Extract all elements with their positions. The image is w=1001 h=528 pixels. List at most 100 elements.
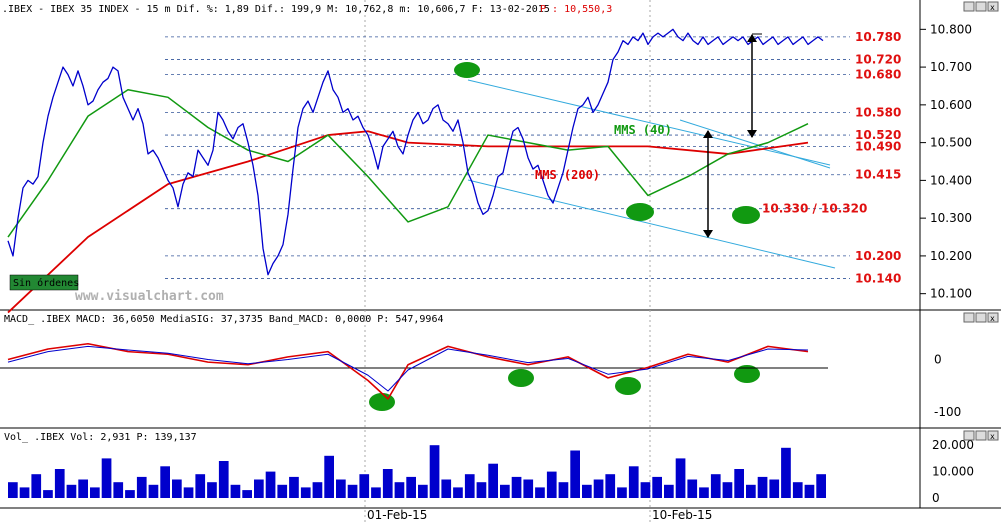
level-label: 10.720	[855, 53, 901, 67]
volume-bar	[675, 458, 686, 498]
minimize-button[interactable]	[963, 312, 975, 323]
volume-bar	[722, 482, 733, 498]
trend-channel	[467, 79, 836, 269]
volume-bar	[300, 487, 311, 498]
channel-upper-line	[467, 79, 831, 166]
volume-bar	[488, 463, 498, 498]
maximize-button[interactable]	[975, 1, 987, 12]
macd-axis-label: -100	[934, 405, 961, 419]
sin-ordenes-label: Sin órdenes	[13, 277, 79, 289]
price-info-header: .IBEX - IBEX 35 INDEX - 15 m Dif. %: 1,8…	[2, 4, 550, 15]
level-label: 10.200	[855, 249, 901, 263]
volume-bar	[66, 484, 77, 498]
sin-ordenes-badge	[9, 274, 79, 291]
volume-bar	[406, 476, 416, 498]
channel-lower-line	[467, 179, 836, 269]
macd-pivot-ellipse	[508, 369, 534, 387]
macd-header: MACD_ .IBEX MACD: 36,6050 MediaSIG: 37,3…	[4, 314, 444, 325]
volume-bar	[453, 487, 463, 498]
channel-mid-line	[679, 119, 831, 169]
volume-header: Vol_ .IBEX Vol: 2,931 P: 139,137	[4, 432, 197, 443]
arrow-head	[703, 130, 713, 138]
level-label: 10.680	[855, 68, 901, 82]
close-icon: x	[990, 432, 995, 441]
volume-bar	[511, 476, 522, 498]
volume-axis: 20.000 10.000 0	[932, 438, 974, 505]
close-button[interactable]	[987, 1, 999, 12]
volume-axis-label: 0	[932, 491, 940, 505]
pivot-ellipse	[454, 62, 480, 78]
maximize-button[interactable]	[975, 430, 987, 441]
volume-bar	[54, 469, 65, 498]
volume-bar	[207, 482, 217, 498]
volume-bar	[570, 450, 580, 498]
volume-bar	[218, 461, 229, 498]
macd-panel-controls: x	[963, 312, 999, 323]
volume-bar	[500, 484, 510, 498]
volume-bar	[265, 471, 276, 498]
close-button[interactable]	[987, 430, 999, 441]
volume-bar	[78, 479, 88, 498]
volume-bar	[336, 479, 346, 498]
volume-bar	[652, 476, 662, 498]
volume-bar	[710, 474, 721, 498]
price-axis-label: 10.300	[930, 211, 972, 225]
arrow-head	[747, 34, 757, 42]
mms200-line	[7, 130, 809, 314]
volume-bar	[101, 458, 112, 498]
volume-bar	[769, 479, 780, 498]
arrow-head	[703, 230, 713, 238]
volume-axis-label: 20.000	[932, 438, 974, 452]
minimize-button[interactable]	[963, 430, 975, 441]
maximize-button[interactable]	[975, 312, 987, 323]
volume-bar	[371, 487, 381, 498]
time-axis: 01-Feb-15 10-Feb-15	[367, 508, 712, 522]
volume-bar	[558, 482, 569, 498]
mms40-line	[7, 89, 809, 238]
volume-bar	[359, 474, 370, 498]
price-panel-controls: x	[963, 1, 999, 12]
volume-bar	[781, 447, 791, 498]
volume-bar	[382, 469, 393, 498]
volume-bar	[734, 469, 744, 498]
time-axis-label: 01-Feb-15	[367, 508, 427, 522]
macd-axis: 0 -100	[934, 353, 961, 420]
level-label: 10.580	[855, 105, 901, 119]
series-path	[7, 89, 809, 238]
price-axis-label: 10.200	[930, 249, 972, 263]
close-icon: x	[990, 3, 995, 12]
minimize-button[interactable]	[963, 1, 975, 12]
volume-bar	[160, 466, 170, 498]
volume-bar	[19, 487, 30, 498]
price-line	[7, 28, 824, 276]
volume-bar	[429, 445, 440, 498]
volume-bar	[593, 479, 604, 498]
series-path	[7, 345, 809, 392]
arrow-head	[747, 130, 757, 138]
volume-bar	[230, 484, 241, 498]
volume-bar	[476, 482, 487, 498]
level-label: 10.490	[855, 139, 901, 153]
price-axis-label: 10.400	[930, 173, 972, 187]
series-path	[7, 342, 809, 400]
macd-pivot-ellipse	[734, 365, 760, 383]
close-button[interactable]	[987, 312, 999, 323]
volume-bar	[31, 474, 42, 498]
series-path	[7, 130, 809, 314]
volume-bar	[746, 484, 756, 498]
volume-bar	[148, 484, 159, 498]
volume-bar	[664, 484, 674, 498]
volume-panel-controls: x	[963, 430, 999, 441]
volume-bar	[90, 487, 100, 498]
level-lines	[165, 36, 850, 279]
volume-bar	[441, 479, 452, 498]
pivot-markers	[369, 62, 760, 411]
volume-bar	[394, 482, 405, 498]
volume-bar	[136, 476, 147, 498]
time-axis-label: 10-Feb-15	[652, 508, 712, 522]
volume-bar	[254, 479, 264, 498]
price-axis-label: 10.800	[930, 22, 972, 36]
volume-axis-label: 10.000	[932, 465, 974, 479]
